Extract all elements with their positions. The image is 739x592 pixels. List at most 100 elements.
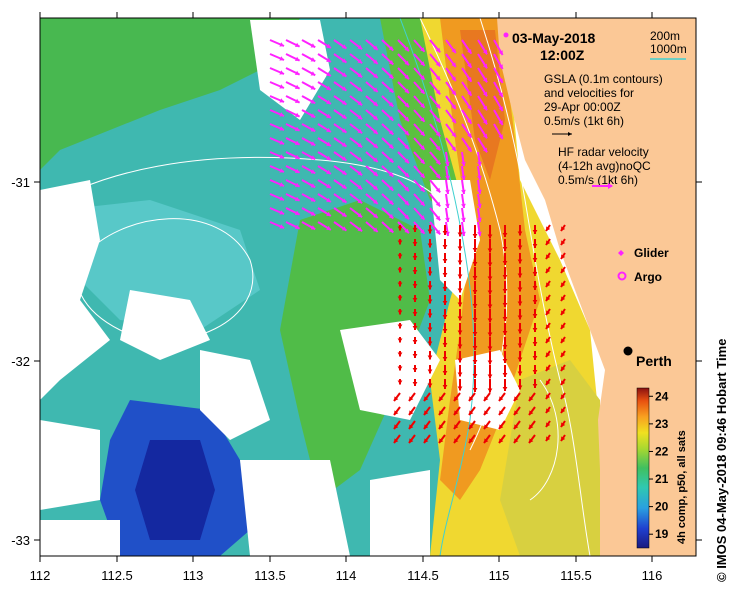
- velocity-arrow: [502, 351, 508, 363]
- velocity-arrow: [545, 364, 551, 372]
- velocity-arrow: [517, 253, 523, 264]
- velocity-arrow: [285, 151, 301, 160]
- velocity-arrow: [381, 53, 394, 66]
- velocity-arrow: [445, 137, 457, 152]
- velocity-arrow: [442, 239, 448, 249]
- velocity-arrow: [397, 123, 410, 136]
- velocity-arrow: [413, 81, 426, 95]
- velocity-arrow: [333, 81, 348, 92]
- velocity-arrow: [487, 225, 493, 239]
- velocity-arrow: [477, 151, 482, 167]
- velocity-arrow: [412, 239, 418, 246]
- velocity-arrow: [502, 379, 508, 391]
- velocity-arrow: [381, 207, 394, 220]
- velocity-arrow: [483, 434, 491, 444]
- velocity-arrow: [397, 165, 410, 178]
- velocity-arrow: [429, 53, 441, 68]
- velocity-arrow: [269, 165, 285, 173]
- velocity-arrow: [468, 434, 476, 444]
- velocity-arrow: [468, 406, 476, 416]
- velocity-arrow: [493, 67, 504, 84]
- velocity-arrow: [442, 295, 448, 305]
- x-axis: 112 112.5 113 113.5 114 114.5 115 115.5 116: [30, 12, 662, 583]
- velocity-arrow: [472, 267, 478, 280]
- velocity-arrow: [560, 266, 566, 274]
- velocity-arrow: [423, 392, 431, 402]
- velocity-arrow: [528, 406, 536, 416]
- velocity-arrow: [477, 109, 488, 125]
- velocity-arrow: [442, 225, 448, 235]
- perth-label: Perth: [636, 353, 672, 369]
- velocity-arrow: [397, 221, 410, 234]
- velocity-arrow: [445, 193, 450, 209]
- velocity-arrow: [483, 420, 491, 430]
- velocity-arrow: [429, 221, 441, 236]
- velocity-arrow: [560, 224, 566, 232]
- velocity-arrow: [427, 323, 433, 332]
- velocity-arrow: [461, 123, 473, 139]
- velocity-arrow: [477, 137, 488, 153]
- velocity-arrow: [285, 81, 301, 90]
- velocity-arrow: [517, 295, 523, 306]
- velocity-arrow: [545, 406, 551, 414]
- velocity-arrow: [397, 95, 410, 108]
- velocity-arrow: [285, 53, 301, 62]
- velocity-arrow: [545, 378, 551, 386]
- isobath-1000m: [399, 18, 475, 556]
- velocity-arrow: [333, 137, 348, 148]
- colorbar-tick-label: 22: [655, 444, 669, 458]
- velocity-arrow: [477, 165, 482, 181]
- velocity-arrow: [413, 109, 426, 123]
- velocity-arrow: [560, 280, 566, 288]
- velocity-arrow: [461, 109, 473, 125]
- velocity-arrow: [365, 151, 379, 163]
- velocity-arrow: [429, 137, 441, 152]
- velocity-arrow: [285, 207, 301, 216]
- velocity-arrow: [381, 67, 394, 80]
- velocity-arrow: [317, 67, 332, 77]
- velocity-arrow: [317, 221, 332, 231]
- velocity-arrow: [349, 151, 363, 162]
- argo-label: Argo: [634, 270, 662, 284]
- velocity-arrow: [560, 392, 566, 400]
- velocity-arrow: [502, 295, 508, 307]
- velocity-arrow: [472, 351, 478, 364]
- velocity-arrow: [532, 295, 538, 304]
- velocity-arrow: [457, 309, 463, 321]
- velocity-arrow: [301, 193, 316, 203]
- velocity-arrow: [301, 123, 316, 133]
- velocity-arrow: [393, 434, 401, 444]
- velocity-arrow: [413, 123, 426, 137]
- velocity-arrow: [502, 267, 508, 279]
- velocity-arrow: [397, 137, 410, 150]
- velocity-arrow: [438, 392, 446, 402]
- velocity-arrow: [301, 39, 316, 49]
- hf-line1: HF radar velocity: [558, 145, 649, 159]
- velocity-arrow: [349, 109, 363, 120]
- velocity-arrow: [413, 95, 426, 109]
- velocity-arrow: [472, 309, 478, 322]
- x-tick-label: 115: [489, 568, 510, 583]
- velocity-arrow: [429, 165, 441, 180]
- velocity-arrow: [477, 81, 488, 97]
- velocity-arrow: [301, 151, 316, 161]
- velocity-arrow: [468, 420, 476, 430]
- velocity-arrow: [429, 109, 441, 124]
- velocity-arrow: [397, 379, 403, 385]
- velocity-arrow: [457, 379, 463, 391]
- velocity-arrow: [269, 53, 285, 61]
- velocity-arrow: [532, 225, 538, 234]
- velocity-arrow: [461, 151, 466, 167]
- velocity-arrow: [560, 252, 566, 260]
- velocity-arrow: [412, 253, 418, 260]
- velocity-arrow: [397, 39, 410, 52]
- velocity-arrow: [442, 337, 448, 347]
- velocity-arrow: [397, 67, 410, 80]
- velocity-arrow: [317, 53, 332, 63]
- velocity-arrow: [381, 81, 394, 94]
- velocity-arrow: [493, 95, 504, 112]
- depth-legend-200: 200m: [650, 29, 680, 43]
- gsla-line1: GSLA (0.1m contours): [544, 72, 663, 86]
- velocity-arrow: [429, 123, 441, 138]
- velocity-arrow: [517, 309, 523, 320]
